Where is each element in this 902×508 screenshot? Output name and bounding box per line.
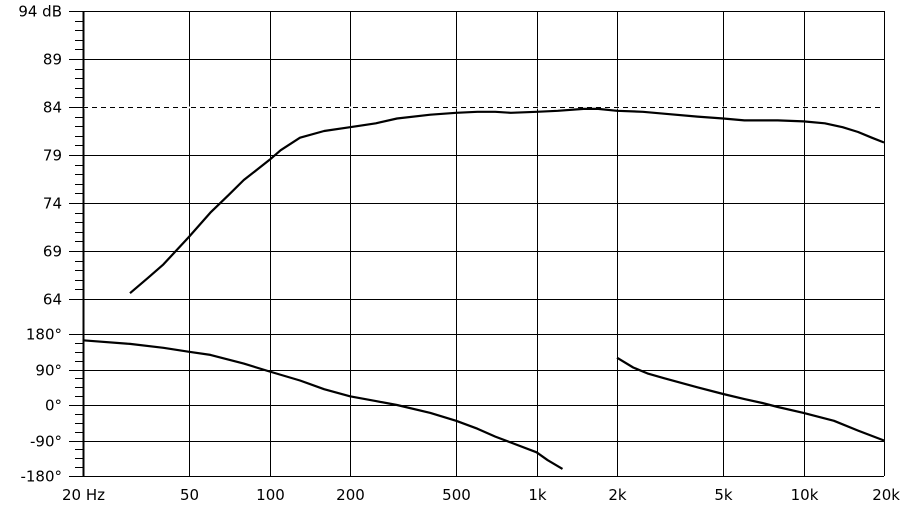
x-tick-label: 10k: [791, 486, 819, 504]
y-tick-label: 90°: [35, 362, 62, 380]
x-tick-label: 1k: [528, 486, 547, 504]
y-tick-label: 84: [43, 99, 62, 117]
y-tick-label: 74: [43, 195, 62, 213]
y-tick-label: 64: [43, 291, 62, 309]
x-tick-label: 200: [336, 486, 365, 504]
x-tick-label: 5k: [714, 486, 733, 504]
phase-series-line: [82, 339, 564, 470]
x-tick-label: 2k: [608, 486, 627, 504]
x-tick-label: 500: [442, 486, 471, 504]
x-tick-label: 20k: [872, 486, 900, 504]
y-tick-label: -180°: [20, 468, 62, 486]
x-tick-label: 50: [180, 486, 199, 504]
phase-series-line: [616, 356, 885, 442]
y-tick-label: 94 dB: [18, 3, 62, 21]
magnitude-series-line: [129, 107, 885, 295]
y-tick-label: 0°: [45, 397, 62, 415]
x-tick-label: 100: [256, 486, 285, 504]
y-tick-label: 79: [43, 147, 62, 165]
y-tick-label: 89: [43, 51, 62, 69]
axis-labels: 94 dB 89 84 79 74 69 64 180° 90° 0° -90° -180°20 Hz…: [18, 3, 900, 505]
y-tick-label: 180°: [26, 326, 62, 344]
y-tick-label: -90°: [30, 433, 62, 451]
series-lines: [82, 107, 885, 470]
y-tick-label: 69: [43, 243, 62, 261]
grid: [69, 11, 885, 477]
x-tick-label: 20 Hz: [62, 486, 105, 504]
